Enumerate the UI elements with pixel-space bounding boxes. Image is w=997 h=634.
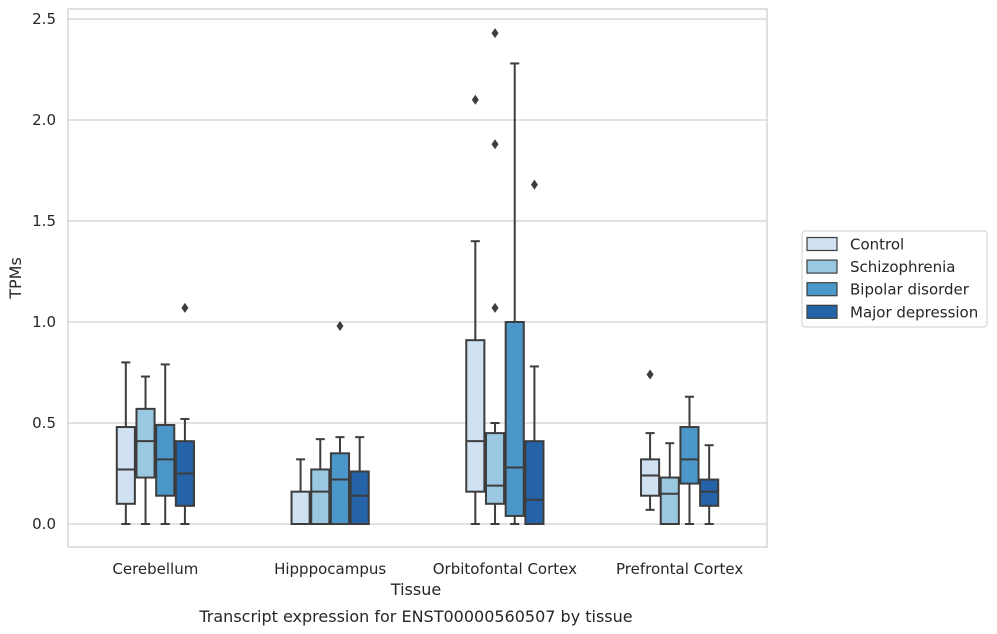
outlier-point xyxy=(530,179,538,190)
x-tick-labels: Cerebellum Hipppocampus Orbitofontal Corte… xyxy=(112,560,743,578)
legend-label: Control xyxy=(850,236,904,254)
box-schizophrenia xyxy=(135,375,156,525)
box-bipolar-disorder xyxy=(504,62,525,525)
box-control xyxy=(290,458,311,525)
figure-caption: Transcript expression for ENST0000056050… xyxy=(198,607,632,626)
iqr-box xyxy=(659,476,680,526)
box-major-depression xyxy=(349,436,370,526)
y-tick-label: 2.5 xyxy=(32,10,56,28)
outlier-point xyxy=(336,321,344,332)
legend-swatch xyxy=(806,259,838,274)
iqr-box xyxy=(310,468,331,525)
box-major-depression xyxy=(699,444,720,525)
y-tick-label: 1.0 xyxy=(32,313,56,331)
iqr-box xyxy=(465,339,486,493)
box-control xyxy=(640,369,661,511)
legend-frame xyxy=(801,230,988,328)
x-tick-label: Orbitofontal Cortex xyxy=(433,560,577,578)
x-tick-label: Cerebellum xyxy=(112,560,198,578)
legend-swatch xyxy=(806,304,838,319)
box-bipolar-disorder xyxy=(679,395,700,525)
box-control xyxy=(465,94,486,525)
x-tick-label: Hipppocampus xyxy=(274,560,386,578)
iqr-box xyxy=(290,490,311,525)
box-schizophrenia xyxy=(484,28,506,525)
outlier-point xyxy=(181,302,189,313)
legend: Control Schizophrenia Bipolar disorder Majo… xyxy=(801,230,988,328)
iqr-box xyxy=(349,470,370,526)
iqr-box xyxy=(329,452,351,525)
legend-swatch xyxy=(806,236,838,252)
legend-label: Bipolar disorder xyxy=(850,281,970,299)
y-tick-labels: 0.0 0.5 1.0 1.5 2.0 2.5 xyxy=(32,10,56,533)
outlier-point xyxy=(491,28,499,39)
iqr-box xyxy=(679,426,700,485)
outlier-point xyxy=(491,302,499,313)
iqr-box xyxy=(484,432,506,505)
outlier-point xyxy=(646,369,654,380)
outlier-point xyxy=(491,139,499,150)
y-tick-label: 1.5 xyxy=(32,212,56,230)
box-plots xyxy=(115,28,720,526)
y-axis-title: TPMs xyxy=(6,257,25,300)
box-control xyxy=(115,361,136,525)
outlier-point xyxy=(471,94,479,105)
iqr-box xyxy=(504,321,525,517)
y-tick-label: 0.5 xyxy=(32,414,56,432)
iqr-box xyxy=(699,478,720,507)
iqr-box xyxy=(640,458,661,497)
legend-label: Major depression xyxy=(850,303,978,321)
plot-frame xyxy=(67,8,768,548)
box-bipolar-disorder xyxy=(155,363,176,525)
y-tick-label: 0.0 xyxy=(32,515,56,533)
iqr-box xyxy=(155,424,176,497)
x-axis-title: Tissue xyxy=(390,580,441,599)
box-schizophrenia xyxy=(310,438,331,525)
box-major-depression xyxy=(524,179,545,525)
x-tick-label: Prefrontal Cortex xyxy=(616,560,743,578)
iqr-box xyxy=(135,407,156,479)
legend-swatch xyxy=(806,282,838,297)
iqr-box xyxy=(115,426,136,505)
legend-label: Schizophrenia xyxy=(850,258,955,276)
box-schizophrenia xyxy=(659,442,680,526)
box-bipolar-disorder xyxy=(329,321,351,525)
box-major-depression xyxy=(174,302,195,525)
y-tick-label: 2.0 xyxy=(32,111,56,129)
iqr-box xyxy=(524,440,545,525)
